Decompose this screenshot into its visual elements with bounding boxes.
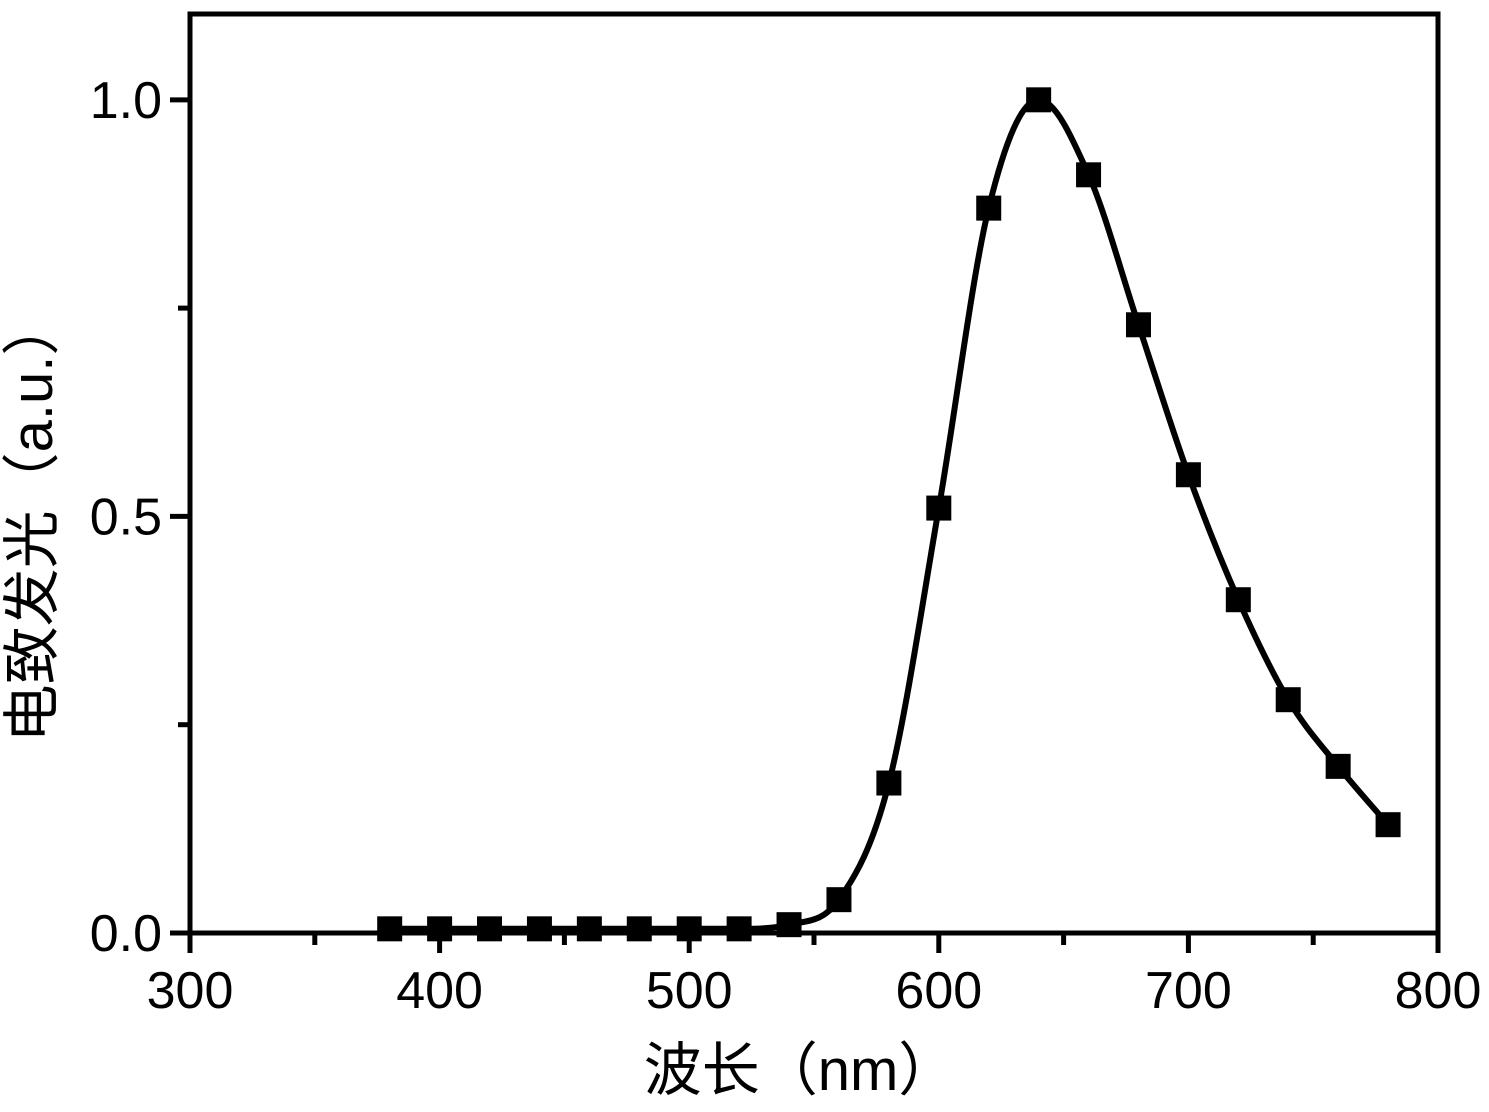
data-point-marker — [776, 912, 802, 938]
y-axis-ticks — [170, 97, 190, 936]
x-tick-label: 500 — [646, 962, 733, 1020]
plot-frame — [187, 11, 1441, 936]
x-tick-label: 400 — [396, 962, 483, 1020]
data-point-marker — [1225, 587, 1251, 613]
y-tick-label: 0.5 — [90, 488, 162, 546]
y-axis-title: 电致发光（a.u.） — [0, 298, 65, 743]
data-point-marker — [676, 916, 702, 942]
x-tick-label: 700 — [1145, 962, 1232, 1020]
data-point-marker — [976, 195, 1002, 221]
x-tick-label: 600 — [895, 962, 982, 1020]
data-point-marker — [1375, 812, 1401, 838]
data-point-marker — [526, 916, 552, 942]
data-point-marker — [477, 916, 503, 942]
y-tick-label: 1.0 — [90, 72, 162, 130]
data-point-marker — [1175, 462, 1201, 488]
data-point-marker — [1275, 687, 1301, 713]
data-point-marker — [726, 916, 752, 942]
data-point-marker — [1125, 312, 1151, 338]
x-tick-label: 300 — [147, 962, 234, 1020]
data-point-marker — [926, 495, 952, 521]
spectrum-line — [389, 96, 1391, 932]
data-point-marker — [1325, 753, 1351, 779]
x-tick-label: 800 — [1395, 962, 1482, 1020]
y-axis-tick-labels: 0.0 0.5 1.0 — [90, 72, 162, 963]
data-point-marker — [427, 916, 453, 942]
data-point-marker — [377, 916, 403, 942]
data-point-marker — [1026, 87, 1052, 113]
data-point-marker — [826, 887, 852, 913]
data-point-marker — [576, 916, 602, 942]
x-axis-tick-labels: 300 400 500 600 700 800 — [147, 962, 1482, 1020]
data-point-marker — [626, 916, 652, 942]
y-tick-label: 0.0 — [90, 905, 162, 963]
data-point-marker — [1076, 162, 1102, 188]
spectrum-markers — [377, 87, 1401, 942]
data-point-marker — [876, 770, 902, 796]
x-axis-title: 波长（nm） — [644, 1038, 957, 1103]
